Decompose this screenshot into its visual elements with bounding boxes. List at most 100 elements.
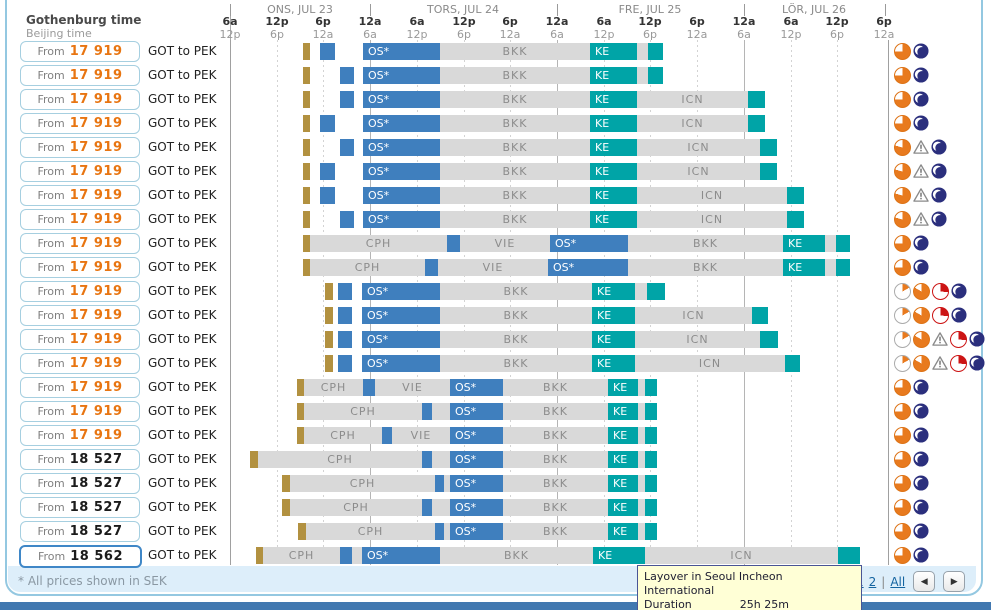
flight-segment-ke[interactable]: KE xyxy=(592,331,635,348)
price-button[interactable]: From 17 919 xyxy=(20,137,140,158)
flight-segment-os[interactable] xyxy=(340,139,354,156)
flight-segment-os[interactable]: OS* xyxy=(362,331,440,348)
ground-transfer-segment[interactable] xyxy=(303,235,310,252)
flight-segment-os[interactable]: OS* xyxy=(450,523,503,540)
flight-segment-ke[interactable]: KE xyxy=(590,115,637,132)
flight-segment-os[interactable] xyxy=(425,259,438,276)
layover-segment[interactable]: CPH xyxy=(310,235,447,252)
flight-segment-os[interactable]: OS* xyxy=(363,163,440,180)
layover-segment[interactable]: BKK xyxy=(503,475,608,492)
layover-segment[interactable]: BKK xyxy=(440,211,590,228)
layover-segment[interactable]: BKK xyxy=(503,379,608,396)
layover-segment[interactable]: BKK xyxy=(440,547,593,564)
layover-segment[interactable] xyxy=(432,499,450,516)
flight-segment-os[interactable]: OS* xyxy=(450,475,503,492)
flight-segment-ke[interactable] xyxy=(787,211,804,228)
flight-segment-os[interactable] xyxy=(320,115,335,132)
price-button[interactable]: From 18 527 xyxy=(20,449,140,470)
layover-segment[interactable]: ICN xyxy=(635,331,760,348)
flight-segment-os[interactable]: OS* xyxy=(450,379,503,396)
layover-segment[interactable]: BKK xyxy=(628,259,783,276)
price-button[interactable]: From 17 919 xyxy=(20,377,140,398)
layover-segment[interactable]: VIE xyxy=(375,379,450,396)
flight-segment-ke[interactable]: KE xyxy=(783,235,825,252)
ground-transfer-segment[interactable] xyxy=(282,475,290,492)
flight-segment-os[interactable]: OS* xyxy=(363,91,440,108)
ground-transfer-segment[interactable] xyxy=(303,259,310,276)
layover-segment[interactable] xyxy=(352,547,362,564)
previous-page-button[interactable]: ◀ xyxy=(913,571,936,592)
flight-segment-os[interactable]: OS* xyxy=(362,307,440,324)
flight-segment-os[interactable] xyxy=(338,307,352,324)
layover-segment[interactable]: ICN xyxy=(635,307,752,324)
next-page-button[interactable]: ▶ xyxy=(943,571,966,592)
flight-segment-ke[interactable] xyxy=(760,139,777,156)
ground-transfer-segment[interactable] xyxy=(303,187,310,204)
layover-segment[interactable]: BKK xyxy=(440,115,590,132)
flight-segment-os[interactable]: OS* xyxy=(363,211,440,228)
ground-transfer-segment[interactable] xyxy=(303,163,310,180)
flight-segment-os[interactable]: OS* xyxy=(363,115,440,132)
layover-segment[interactable]: BKK xyxy=(503,403,608,420)
flight-segment-os[interactable]: OS* xyxy=(450,499,503,516)
layover-segment[interactable]: CPH xyxy=(263,547,340,564)
flight-segment-ke[interactable]: KE xyxy=(608,475,638,492)
layover-segment[interactable]: BKK xyxy=(628,235,783,252)
flight-segment-os[interactable]: OS* xyxy=(363,187,440,204)
layover-segment[interactable]: BKK xyxy=(440,91,590,108)
ground-transfer-segment[interactable] xyxy=(303,43,310,60)
flight-segment-ke[interactable] xyxy=(752,307,768,324)
layover-segment[interactable]: ICN xyxy=(637,115,748,132)
layover-segment[interactable]: BKK xyxy=(503,499,608,516)
ground-transfer-segment[interactable] xyxy=(297,403,304,420)
price-button[interactable]: From 17 919 xyxy=(20,65,140,86)
layover-segment[interactable] xyxy=(638,427,645,444)
flight-segment-os[interactable] xyxy=(422,499,432,516)
layover-segment[interactable] xyxy=(638,499,645,516)
flight-segment-os[interactable] xyxy=(338,331,352,348)
layover-segment[interactable] xyxy=(638,451,645,468)
flight-segment-os[interactable]: OS* xyxy=(362,547,440,564)
page-2-link[interactable]: 2 xyxy=(868,574,877,589)
ground-transfer-segment[interactable] xyxy=(325,307,333,324)
layover-segment[interactable]: ICN xyxy=(637,91,748,108)
flight-segment-ke[interactable]: KE xyxy=(592,355,635,372)
flight-segment-ke[interactable]: KE xyxy=(608,499,638,516)
layover-segment[interactable]: BKK xyxy=(440,355,592,372)
price-button[interactable]: From 17 919 xyxy=(20,113,140,134)
price-button[interactable]: From 18 562 xyxy=(19,545,142,568)
flight-segment-os[interactable] xyxy=(422,451,432,468)
price-button[interactable]: From 17 919 xyxy=(20,353,140,374)
layover-segment[interactable]: CPH xyxy=(304,427,382,444)
layover-segment[interactable]: CPH xyxy=(290,499,422,516)
ground-transfer-segment[interactable] xyxy=(325,355,333,372)
layover-segment[interactable] xyxy=(444,475,450,492)
layover-segment[interactable]: ICN xyxy=(637,163,760,180)
flight-segment-ke[interactable] xyxy=(760,331,778,348)
price-button[interactable]: From 17 919 xyxy=(20,161,140,182)
flight-segment-ke[interactable] xyxy=(760,163,777,180)
flight-segment-ke[interactable]: KE xyxy=(590,163,637,180)
layover-segment[interactable]: BKK xyxy=(503,427,608,444)
flight-segment-ke[interactable] xyxy=(785,355,800,372)
ground-transfer-segment[interactable] xyxy=(303,67,310,84)
page-all-link[interactable]: All xyxy=(890,574,906,589)
layover-segment[interactable]: CPH xyxy=(290,475,435,492)
flight-segment-ke[interactable] xyxy=(838,547,860,564)
price-button[interactable]: From 18 527 xyxy=(20,521,140,542)
price-button[interactable]: From 17 919 xyxy=(20,329,140,350)
price-button[interactable]: From 17 919 xyxy=(20,185,140,206)
flight-segment-os[interactable] xyxy=(320,43,335,60)
layover-segment[interactable] xyxy=(638,475,645,492)
flight-segment-os[interactable] xyxy=(320,163,335,180)
layover-segment[interactable]: VIE xyxy=(460,235,550,252)
price-button[interactable]: From 17 919 xyxy=(20,257,140,278)
flight-segment-ke[interactable]: KE xyxy=(590,139,637,156)
layover-segment[interactable]: ICN xyxy=(635,355,785,372)
flight-segment-ke[interactable] xyxy=(645,475,657,492)
layover-segment[interactable]: ICN xyxy=(637,211,787,228)
layover-segment[interactable] xyxy=(637,67,648,84)
flight-segment-os[interactable] xyxy=(340,211,354,228)
flight-segment-ke[interactable]: KE xyxy=(592,283,635,300)
layover-segment[interactable]: CPH xyxy=(304,403,422,420)
